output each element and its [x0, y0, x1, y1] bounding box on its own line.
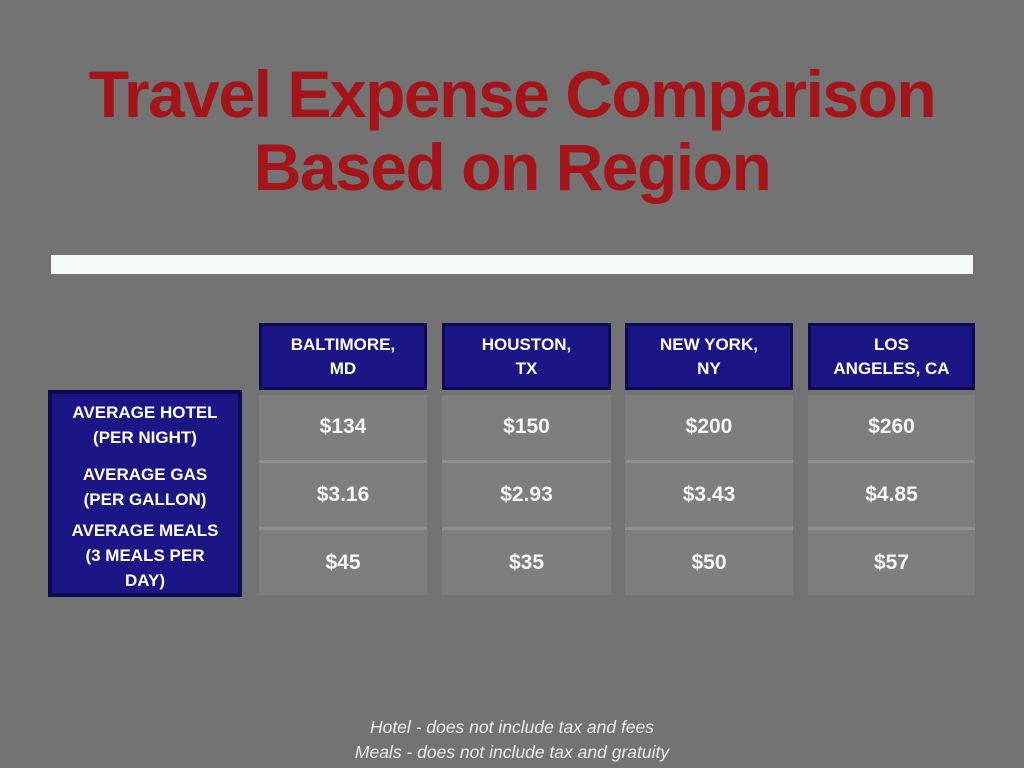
column-header: BALTIMORE, MD [259, 323, 427, 390]
column-header: NEW YORK, NY [625, 323, 793, 390]
table-column-houston: HOUSTON, TX $150 $2.93 $35 [442, 323, 611, 596]
footnote-hotel: Hotel - does not include tax and fees [369, 717, 655, 737]
footnote-meals: Meals - does not include tax and gratuit… [354, 742, 670, 762]
value-cell: $57 [808, 530, 975, 596]
row-label-gas: AVERAGE GAS (PER GALLON) [82, 465, 208, 509]
column-header: HOUSTON, TX [442, 323, 611, 390]
column-cells: $150 $2.93 $35 [442, 395, 611, 596]
row-label-column: AVERAGE HOTEL (PER NIGHT) AVERAGE GAS (P… [48, 390, 242, 597]
value-cell: $50 [625, 530, 793, 596]
value-cell: $200 [625, 395, 793, 460]
value-cell: $134 [259, 395, 427, 460]
value-cell: $260 [808, 395, 975, 460]
value-cell: $3.43 [625, 462, 793, 528]
column-cells: $134 $3.16 $45 [259, 395, 427, 596]
row-label-hotel: AVERAGE HOTEL (PER NIGHT) [72, 403, 218, 447]
value-cell: $2.93 [442, 462, 611, 528]
footnotes: Hotel - does not include tax and fees Me… [0, 715, 1024, 765]
value-cell: $4.85 [808, 462, 975, 528]
table-column-losangeles: LOS ANGELES, CA $260 $4.85 $57 [808, 323, 975, 596]
value-cell: $45 [259, 530, 427, 596]
table-column-baltimore: BALTIMORE, MD $134 $3.16 $45 [259, 323, 427, 596]
column-header: LOS ANGELES, CA [808, 323, 975, 390]
value-cell: $35 [442, 530, 611, 596]
page-title: Travel Expense Comparison Based on Regio… [88, 57, 937, 204]
column-cells: $200 $3.43 $50 [625, 395, 793, 596]
table-column-newyork: NEW YORK, NY $200 $3.43 $50 [625, 323, 793, 596]
value-cell: $150 [442, 395, 611, 460]
row-label-meals: AVERAGE MEALS (3 MEALS PER DAY) [71, 521, 219, 590]
divider-bar [51, 255, 973, 274]
column-cells: $260 $4.85 $57 [808, 395, 975, 596]
value-cell: $3.16 [259, 462, 427, 528]
